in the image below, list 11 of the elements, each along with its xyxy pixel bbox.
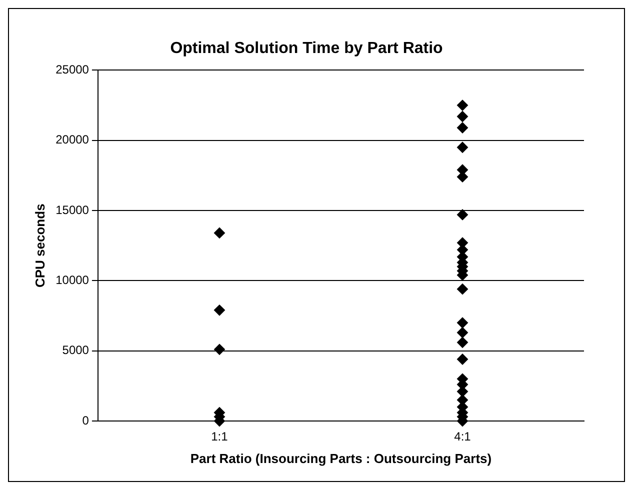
y-tick-label: 15000 — [56, 202, 90, 217]
x-tick-label: 4:1 — [454, 430, 472, 444]
x-tick-label: 1:1 — [211, 430, 228, 444]
x-axis-title: Part Ratio (Insourcing Parts : Outsourcing Parts) — [190, 450, 492, 466]
y-axis-title: CPU seconds — [32, 204, 48, 288]
y-tick-label: 5000 — [62, 343, 90, 358]
y-tick-label: 25000 — [56, 62, 90, 77]
y-tick-label: 0 — [82, 413, 90, 428]
y-tick-label: 10000 — [56, 272, 90, 287]
chart-title: Optimal Solution Time by Part Ratio — [170, 40, 444, 58]
y-tick-label: 20000 — [56, 132, 90, 147]
